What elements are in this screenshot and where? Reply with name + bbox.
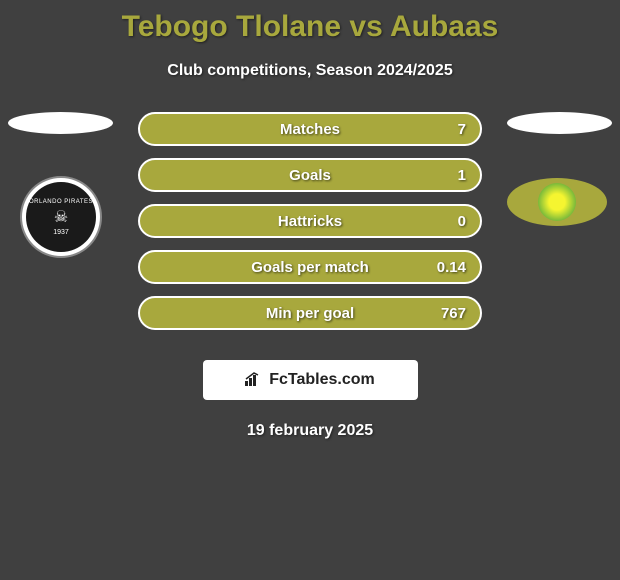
team-logo-right-inner xyxy=(538,183,576,221)
logo-left-year: 1937 xyxy=(53,229,69,236)
stat-label: Hattricks xyxy=(278,213,342,230)
stat-row-matches: Matches 7 xyxy=(138,112,482,146)
team-logo-left: ORLANDO PIRATES ☠ 1937 xyxy=(20,176,102,258)
stat-value: 7 xyxy=(458,121,466,138)
stat-label: Goals per match xyxy=(251,259,369,276)
team-logo-left-inner: ORLANDO PIRATES ☠ 1937 xyxy=(26,182,96,252)
stat-row-hattricks: Hattricks 0 xyxy=(138,204,482,238)
stat-value: 1 xyxy=(458,167,466,184)
stat-value: 0 xyxy=(458,213,466,230)
content-area: ORLANDO PIRATES ☠ 1937 Matches 7 Goals 1… xyxy=(0,112,620,342)
skull-icon: ☠ xyxy=(54,207,68,227)
player-placeholder-right xyxy=(507,112,612,134)
chart-icon xyxy=(245,372,263,389)
footer-brand-text: FcTables.com xyxy=(269,371,375,389)
stat-value: 767 xyxy=(441,305,466,322)
stat-value: 0.14 xyxy=(437,259,466,276)
stats-container: Matches 7 Goals 1 Hattricks 0 Goals per … xyxy=(138,112,482,342)
team-logo-right xyxy=(507,178,607,226)
logo-left-name: ORLANDO PIRATES xyxy=(29,199,93,205)
stat-row-goals-per-match: Goals per match 0.14 xyxy=(138,250,482,284)
left-team-column: ORLANDO PIRATES ☠ 1937 xyxy=(8,112,113,258)
stat-label: Goals xyxy=(289,167,331,184)
footer-brand[interactable]: FcTables.com xyxy=(203,360,418,400)
stat-row-min-per-goal: Min per goal 767 xyxy=(138,296,482,330)
page-title: Tebogo Tlolane vs Aubaas xyxy=(0,0,620,44)
footer-date: 19 february 2025 xyxy=(0,422,620,440)
page-subtitle: Club competitions, Season 2024/2025 xyxy=(0,62,620,80)
stat-row-goals: Goals 1 xyxy=(138,158,482,192)
stat-label: Matches xyxy=(280,121,340,138)
right-team-column xyxy=(507,112,612,226)
stat-label: Min per goal xyxy=(266,305,354,322)
player-placeholder-left xyxy=(8,112,113,134)
